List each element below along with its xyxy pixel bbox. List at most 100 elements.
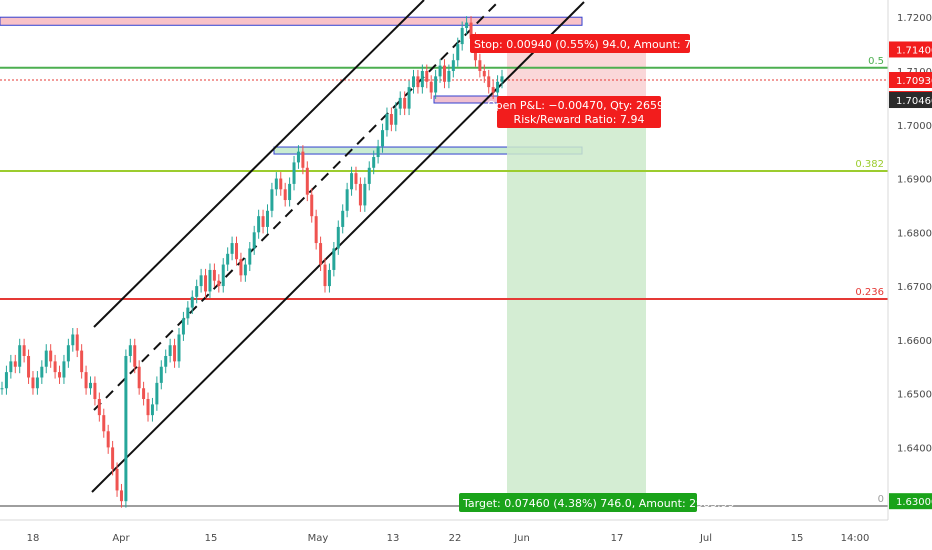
candle-body — [31, 377, 35, 389]
candle-body — [434, 76, 438, 93]
candle-body — [133, 345, 137, 367]
candle-body — [168, 345, 172, 356]
candle-body — [261, 216, 265, 227]
candle-body — [354, 173, 358, 184]
candle-body — [367, 167, 371, 184]
candle-body — [217, 280, 221, 287]
candle-body — [332, 248, 336, 270]
candle-body — [442, 65, 446, 82]
candle-body — [243, 264, 247, 276]
candle-body — [159, 366, 163, 383]
channel-upper-line — [93, 0, 425, 328]
time-tick-Apr: Apr — [112, 533, 130, 544]
time-axis[interactable]: 18 Apr 15 May 13 22 Jun 17 Jul 15 14:00 — [0, 519, 888, 544]
stop-label-box — [470, 34, 690, 53]
candle-body — [447, 70, 451, 82]
candle-body — [137, 366, 141, 389]
candle-body — [296, 151, 300, 163]
candle-body — [0, 388, 4, 390]
price-tick-1.70000: 1.70000 — [897, 121, 932, 132]
entry-price-tag-box — [889, 92, 932, 109]
candle-body — [319, 243, 323, 265]
candle-body — [341, 210, 345, 227]
candle-body — [496, 81, 500, 93]
candle-body — [124, 355, 128, 502]
candle-body — [97, 399, 101, 416]
candle-body — [345, 189, 349, 211]
target-price-tag-box — [889, 493, 932, 510]
stop-zone — [507, 49, 646, 101]
candle-body — [190, 296, 194, 308]
candle-body — [500, 76, 504, 82]
candle-body — [403, 97, 407, 109]
candle-body — [9, 361, 13, 373]
candle-body — [128, 345, 132, 356]
candle-body — [310, 194, 314, 217]
pnl-label-box — [497, 96, 661, 128]
candle-body — [66, 345, 70, 362]
candle-body — [283, 189, 287, 201]
target-zone — [507, 100, 646, 502]
candle-body — [195, 286, 199, 297]
candle-body — [265, 210, 269, 227]
candle-body — [469, 22, 473, 39]
price-tick-1.65000: 1.65000 — [897, 390, 932, 401]
candle-body — [389, 114, 393, 125]
plot-area[interactable]: 0.5 0.382 0.236 0 Stop: 0.00940 (0.55%) 94.… — [0, 0, 888, 520]
candle-body — [155, 382, 159, 405]
candle-body — [173, 345, 177, 362]
candle-body — [80, 350, 84, 373]
candle-body — [212, 269, 216, 281]
candle-body — [88, 382, 92, 389]
price-tick-1.69000: 1.69000 — [897, 175, 932, 186]
time-tick-17: 17 — [611, 533, 624, 544]
candle-body — [13, 361, 17, 367]
current-price-tag-box — [889, 72, 932, 88]
channel-mid-line — [93, 3, 497, 411]
zones-layer — [0, 16, 646, 502]
pnl-label: Open P&L: −0.00470, Qty: 26595 — [487, 99, 671, 112]
candle-body — [372, 157, 376, 168]
candle-body — [199, 275, 203, 287]
candle-body — [93, 382, 97, 400]
stop-price-tag: 1.71400 — [896, 45, 932, 56]
candle-body — [102, 415, 106, 432]
current-price-tag: 1.70930 — [896, 76, 932, 87]
candle-body — [252, 232, 256, 249]
candle-body — [248, 248, 252, 265]
candle-body — [235, 243, 239, 260]
time-tick-14:00: 14:00 — [841, 533, 870, 544]
candle-body — [429, 81, 433, 93]
candle-body — [305, 167, 309, 195]
candle-body — [146, 399, 150, 416]
position-labels: Stop: 0.00940 (0.55%) 94.0, Amount: 750.… — [459, 34, 735, 512]
fib-label-0.236: 0.236 — [855, 287, 884, 298]
fib-label-0.382: 0.382 — [855, 159, 884, 170]
candle-body — [75, 334, 79, 351]
candle-body — [381, 130, 385, 147]
price-tags: 1.714001.7093003:35:521.704601.63000 — [889, 41, 932, 510]
price-axis[interactable]: 1.720001.710001.700001.690001.680001.670… — [887, 0, 932, 520]
candle-body — [412, 76, 416, 88]
candle-body — [208, 269, 212, 292]
candle-body — [111, 447, 115, 469]
candle-body — [482, 70, 486, 77]
candle-body — [22, 345, 26, 356]
candle-body — [456, 44, 460, 61]
candle-body — [230, 243, 234, 254]
price-tick-1.68000: 1.68000 — [897, 228, 932, 239]
price-tick-1.72000: 1.72000 — [897, 13, 932, 24]
price-tick-1.66000: 1.66000 — [897, 336, 932, 347]
candle-body — [460, 27, 464, 45]
candle-body — [478, 60, 482, 71]
time-tick-13: 13 — [387, 533, 400, 544]
candle-body — [425, 70, 429, 82]
candle-body — [451, 60, 455, 71]
candle-body — [270, 189, 274, 211]
candle-body — [84, 372, 88, 389]
candle-body — [27, 355, 31, 378]
candle-body — [106, 431, 110, 448]
target-price-tag: 1.63000 — [896, 497, 932, 508]
candle-body — [416, 76, 420, 88]
